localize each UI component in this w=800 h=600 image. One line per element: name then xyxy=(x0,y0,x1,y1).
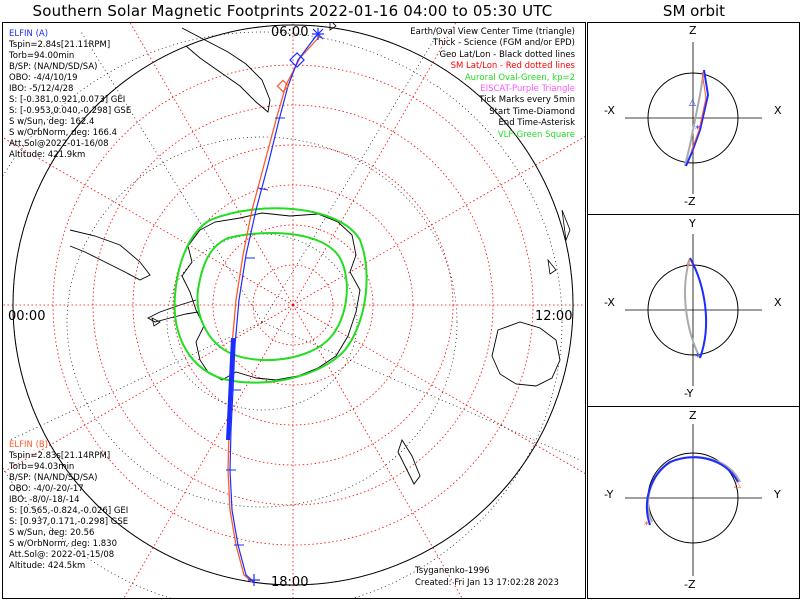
footprint-map-panel xyxy=(2,22,586,599)
auroral-oval xyxy=(173,207,368,384)
legend-item: Start Time-Diamond xyxy=(489,106,575,117)
elfin-b-line: B/SP: (NA/ND/SD/SA) xyxy=(9,473,98,483)
tick-marks xyxy=(226,117,285,546)
sm-orbit-title: SM orbit xyxy=(662,2,726,20)
elfin-a-line: OBO: -4/4/10/19 xyxy=(9,73,78,83)
sm-axis-label: Z xyxy=(689,409,697,422)
elfin-a-line: S: [-0.953,0.040,-0.298] GSE xyxy=(9,106,132,116)
elfin-b-line: OBO: -4/0/-20/-17 xyxy=(9,484,84,494)
earth-limb xyxy=(12,24,574,586)
mlt-label-left: 00:00 xyxy=(8,309,46,324)
sm-lon-spokes xyxy=(3,23,585,598)
elfin-b-line: S: [0.937,0.171,-0.298] GSE xyxy=(9,517,129,527)
mlt-label-top: 06:00 xyxy=(271,25,309,40)
legend-item: End Time-Asterisk xyxy=(498,118,575,129)
legend-item: Tick Marks every 5min xyxy=(479,95,575,106)
sm-axis-label: -Z xyxy=(684,578,696,591)
sm-axis-label: Z xyxy=(689,24,697,37)
svg-text:*: * xyxy=(644,520,649,531)
antarctica-coastline xyxy=(181,212,361,381)
legend-item: VLF-Green Square xyxy=(497,129,575,140)
elfin-a-line: S: [-0.381,0.921,0.073] GEI xyxy=(9,95,126,105)
svg-text:△: △ xyxy=(686,257,693,267)
elfin-b-info: ELFIN (B) Tspin=2.83s[21.14RPM] Torb=94.… xyxy=(9,440,128,572)
sm-axis-label: Y xyxy=(689,217,696,230)
legend-item: SM Lat/Lon - Red dotted lines xyxy=(450,61,575,72)
created-timestamp: Created: Fri Jan 13 17:02:28 2023 xyxy=(415,578,559,588)
mlt-label-right: 12:00 xyxy=(535,309,573,324)
sm-axis-label: -Y xyxy=(684,387,694,400)
svg-text:*: * xyxy=(695,352,700,363)
svg-text:△: △ xyxy=(734,480,741,490)
antarctic-peninsula xyxy=(147,299,199,323)
australia-coastline xyxy=(491,321,561,387)
sm-axis-label: -X xyxy=(604,296,615,309)
legend-item: Geo Lat/Lon - Black dotted lines xyxy=(439,49,575,60)
islands xyxy=(151,23,571,327)
end-asterisk xyxy=(248,28,324,586)
elfin-a-line: IBO: -5/12/4/28 xyxy=(9,84,74,94)
elfin-a-line: Torb=94.00min xyxy=(9,51,75,61)
sm-axis-label: -Z xyxy=(684,195,696,208)
legend-item: EISCAT-Purple Triangle xyxy=(480,84,575,95)
sm-axis-label: Y xyxy=(774,488,781,501)
sm-axis-label: -X xyxy=(604,104,615,117)
elfin-b-line: S w/OrbNorm, deg: 1.830 xyxy=(9,539,118,549)
elfin-a-science-segment xyxy=(226,337,235,441)
elfin-b-header: ELFIN (B) xyxy=(9,440,49,450)
svg-text:*: * xyxy=(695,124,700,135)
elfin-a-line: Att.Sol@2022-01-16/08 xyxy=(9,139,109,149)
map-legend: Earth/Oval View Center Time (triangle) T… xyxy=(410,27,575,141)
elfin-a-track xyxy=(229,35,317,583)
elfin-a-line: Tspin=2.84s[21.11RPM] xyxy=(9,40,111,50)
sm-orbit-xz-plot: △ * xyxy=(625,42,762,194)
sm-axis-label: -Y xyxy=(604,488,614,501)
elfin-b-line: IBO: -8/0/-18/-14 xyxy=(9,495,80,505)
start-diamond xyxy=(289,52,305,68)
elfin-b-line: Tspin=2.83s[21.14RPM] xyxy=(9,451,111,461)
page-title: Southern Solar Magnetic Footprints 2022-… xyxy=(32,2,553,20)
elfin-a-header: ELFIN (A) xyxy=(9,29,49,39)
elfin-b-line: S w/Sun, deg: 20.56 xyxy=(9,528,95,538)
model-credit: Tsyganenko-1996 xyxy=(415,566,490,576)
mlt-label-bottom: 18:00 xyxy=(271,575,309,590)
south-america-coastline xyxy=(69,229,151,281)
elfin-b-line: Att.Sol@: 2022-01-15/08 xyxy=(9,550,115,560)
legend-item: Auroral Oval-Green, kp=2 xyxy=(464,72,575,83)
sm-axis-label: X xyxy=(774,104,782,117)
elfin-b-line: Altitude: 424.5km xyxy=(9,561,86,571)
sm-axis-label: X xyxy=(774,296,782,309)
geo-grid xyxy=(3,29,581,598)
legend-item: Thick - Science (FGM and/or EPD) xyxy=(432,38,575,49)
start-diamond-b xyxy=(276,79,290,93)
elfin-a-info: ELFIN (A) Tspin=2.84s[21.11RPM] Torb=94.… xyxy=(9,29,131,161)
new-zealand-coastline xyxy=(397,438,421,485)
svg-text:△: △ xyxy=(689,98,696,108)
africa-coastline xyxy=(181,27,271,113)
legend-item: Earth/Oval View Center Time (triangle) xyxy=(410,27,575,37)
elfin-b-line: S: [0.565,-0.824,-0.026] GEI xyxy=(9,506,129,516)
elfin-b-line: Torb=94.03min xyxy=(9,462,75,472)
elfin-a-line: Altitude: 421.9km xyxy=(9,150,86,160)
sm-orbit-xy-plot: △ * xyxy=(625,234,762,386)
elfin-a-line: B/SP: (NA/ND/SD/SA) xyxy=(9,62,98,72)
elfin-a-line: S w/Sun, deg: 162.4 xyxy=(9,117,95,127)
elfin-b-track xyxy=(227,35,321,583)
elfin-a-line: S w/OrbNorm, deg: 166.4 xyxy=(9,128,118,138)
sm-orbit-yz-plot: △ * xyxy=(625,424,762,576)
